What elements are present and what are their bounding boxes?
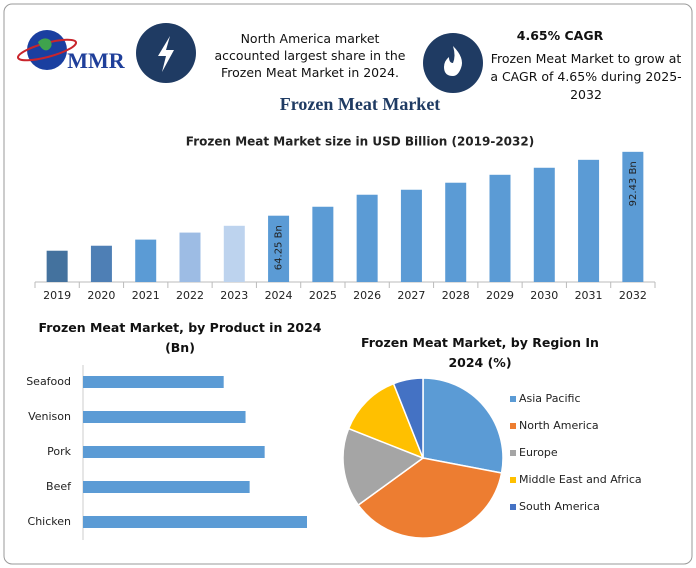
x-tick-label: 2031: [575, 289, 603, 302]
bar: [445, 182, 467, 282]
bar: [46, 250, 68, 282]
chart-title: Frozen Meat Market size in USD Billion (…: [186, 135, 534, 149]
y-tick-label: Beef: [46, 480, 72, 493]
flame-icon: [423, 33, 483, 93]
x-tick-label: 2028: [442, 289, 470, 302]
legend-swatch: [510, 477, 516, 483]
x-tick-label: 2027: [397, 289, 425, 302]
bar: [356, 194, 378, 282]
highlight-text: North America market accounted largest s…: [214, 31, 406, 80]
legend-label: Middle East and Africa: [519, 473, 642, 486]
bar: [90, 245, 112, 282]
x-tick-label: 2026: [353, 289, 381, 302]
legend-swatch: [510, 450, 516, 456]
pie-slice: [392, 377, 424, 459]
legend-swatch: [510, 423, 516, 429]
x-tick-label: 2030: [530, 289, 558, 302]
y-tick-label: Seafood: [26, 375, 71, 388]
page-title: Frozen Meat Market: [280, 94, 441, 114]
bar: [83, 411, 246, 423]
bar: [489, 174, 511, 282]
legend-swatch: [510, 396, 516, 402]
lightning-icon: [136, 23, 196, 83]
bar: [83, 376, 224, 388]
x-tick-label: 2024: [265, 289, 293, 302]
x-tick-label: 2023: [220, 289, 248, 302]
legend-label: Asia Pacific: [519, 392, 581, 405]
chart-title: Frozen Meat Market, by Product in 2024 (…: [38, 320, 322, 355]
y-tick-label: Venison: [28, 410, 71, 423]
bar: [533, 167, 555, 282]
logo-text: MMR: [67, 48, 126, 73]
bar: [179, 232, 201, 282]
legend-label: South America: [519, 500, 600, 513]
x-tick-label: 2020: [87, 289, 115, 302]
logo-globe: [16, 30, 78, 70]
cagr-title: 4.65% CAGR: [516, 28, 604, 43]
pie-slice: [422, 377, 504, 474]
bar: [83, 516, 307, 528]
bar: [400, 189, 422, 282]
cagr-text: Frozen Meat Market to grow at a CAGR of …: [490, 51, 682, 102]
x-tick-label: 2021: [132, 289, 160, 302]
legend-swatch: [510, 504, 516, 510]
pie-slice: [347, 382, 425, 460]
pie-slice: [342, 427, 425, 507]
x-tick-label: 2019: [43, 289, 71, 302]
y-tick-label: Chicken: [28, 515, 72, 528]
bar: [622, 151, 644, 282]
bar: [578, 159, 600, 282]
bar: [268, 215, 290, 282]
bar: [312, 206, 334, 282]
value-label: 64.25 Bn: [274, 225, 285, 270]
x-tick-label: 2025: [309, 289, 337, 302]
frame: [3, 3, 693, 565]
x-tick-label: 2022: [176, 289, 204, 302]
y-tick-label: Pork: [47, 445, 71, 458]
legend-label: Europe: [519, 446, 558, 459]
bar: [223, 225, 245, 282]
bar: [135, 239, 157, 282]
bar: [83, 481, 250, 493]
chart-title: Frozen Meat Market, by Region In 2024 (%…: [361, 335, 599, 370]
x-tick-label: 2032: [619, 289, 647, 302]
legend-label: North America: [519, 419, 599, 432]
pie-slice: [357, 457, 503, 539]
value-label: 92.43 Bn: [628, 161, 639, 206]
bar: [83, 446, 265, 458]
x-tick-label: 2029: [486, 289, 514, 302]
